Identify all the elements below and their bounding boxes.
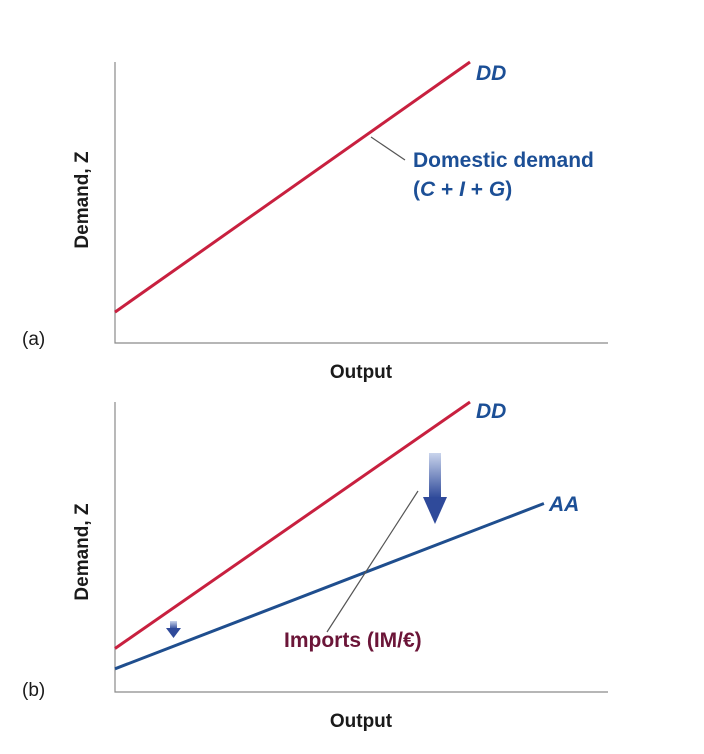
panel-b-label: (b) — [22, 680, 45, 701]
imports-label: Imports (IM/€) — [284, 629, 422, 652]
panel-a: Demand, Z Output (a) DD Domestic demand … — [22, 60, 608, 383]
panel-a-dd-label: DD — [476, 62, 506, 85]
panel-b-aa-line — [114, 502, 545, 671]
panel-b-dd-line — [114, 400, 471, 650]
panel-b-ylabel: Demand, Z — [72, 503, 93, 601]
dd-description-line1: Domestic demand — [413, 149, 594, 172]
panel-b-aa-label: AA — [548, 493, 579, 516]
panel-a-xlabel: Output — [330, 362, 393, 383]
panel-b-dd-label: DD — [476, 400, 506, 423]
large-down-arrow-icon — [423, 453, 447, 524]
imports-leader-line — [326, 490, 419, 633]
panel-b-xlabel: Output — [330, 711, 393, 732]
panel-b-axes — [114, 402, 608, 693]
panel-a-leader-line — [370, 136, 406, 161]
panel-a-ylabel: Demand, Z — [72, 151, 93, 249]
panel-a-label: (a) — [22, 329, 45, 350]
panel-b: Demand, Z Output (b) DD AA Imports (IM/€… — [22, 400, 608, 732]
dd-description-line2: (C + I + G) — [413, 178, 512, 201]
panel-a-axes — [114, 62, 608, 344]
panel-a-dd-line — [114, 60, 471, 314]
small-down-arrow-icon — [166, 621, 181, 638]
